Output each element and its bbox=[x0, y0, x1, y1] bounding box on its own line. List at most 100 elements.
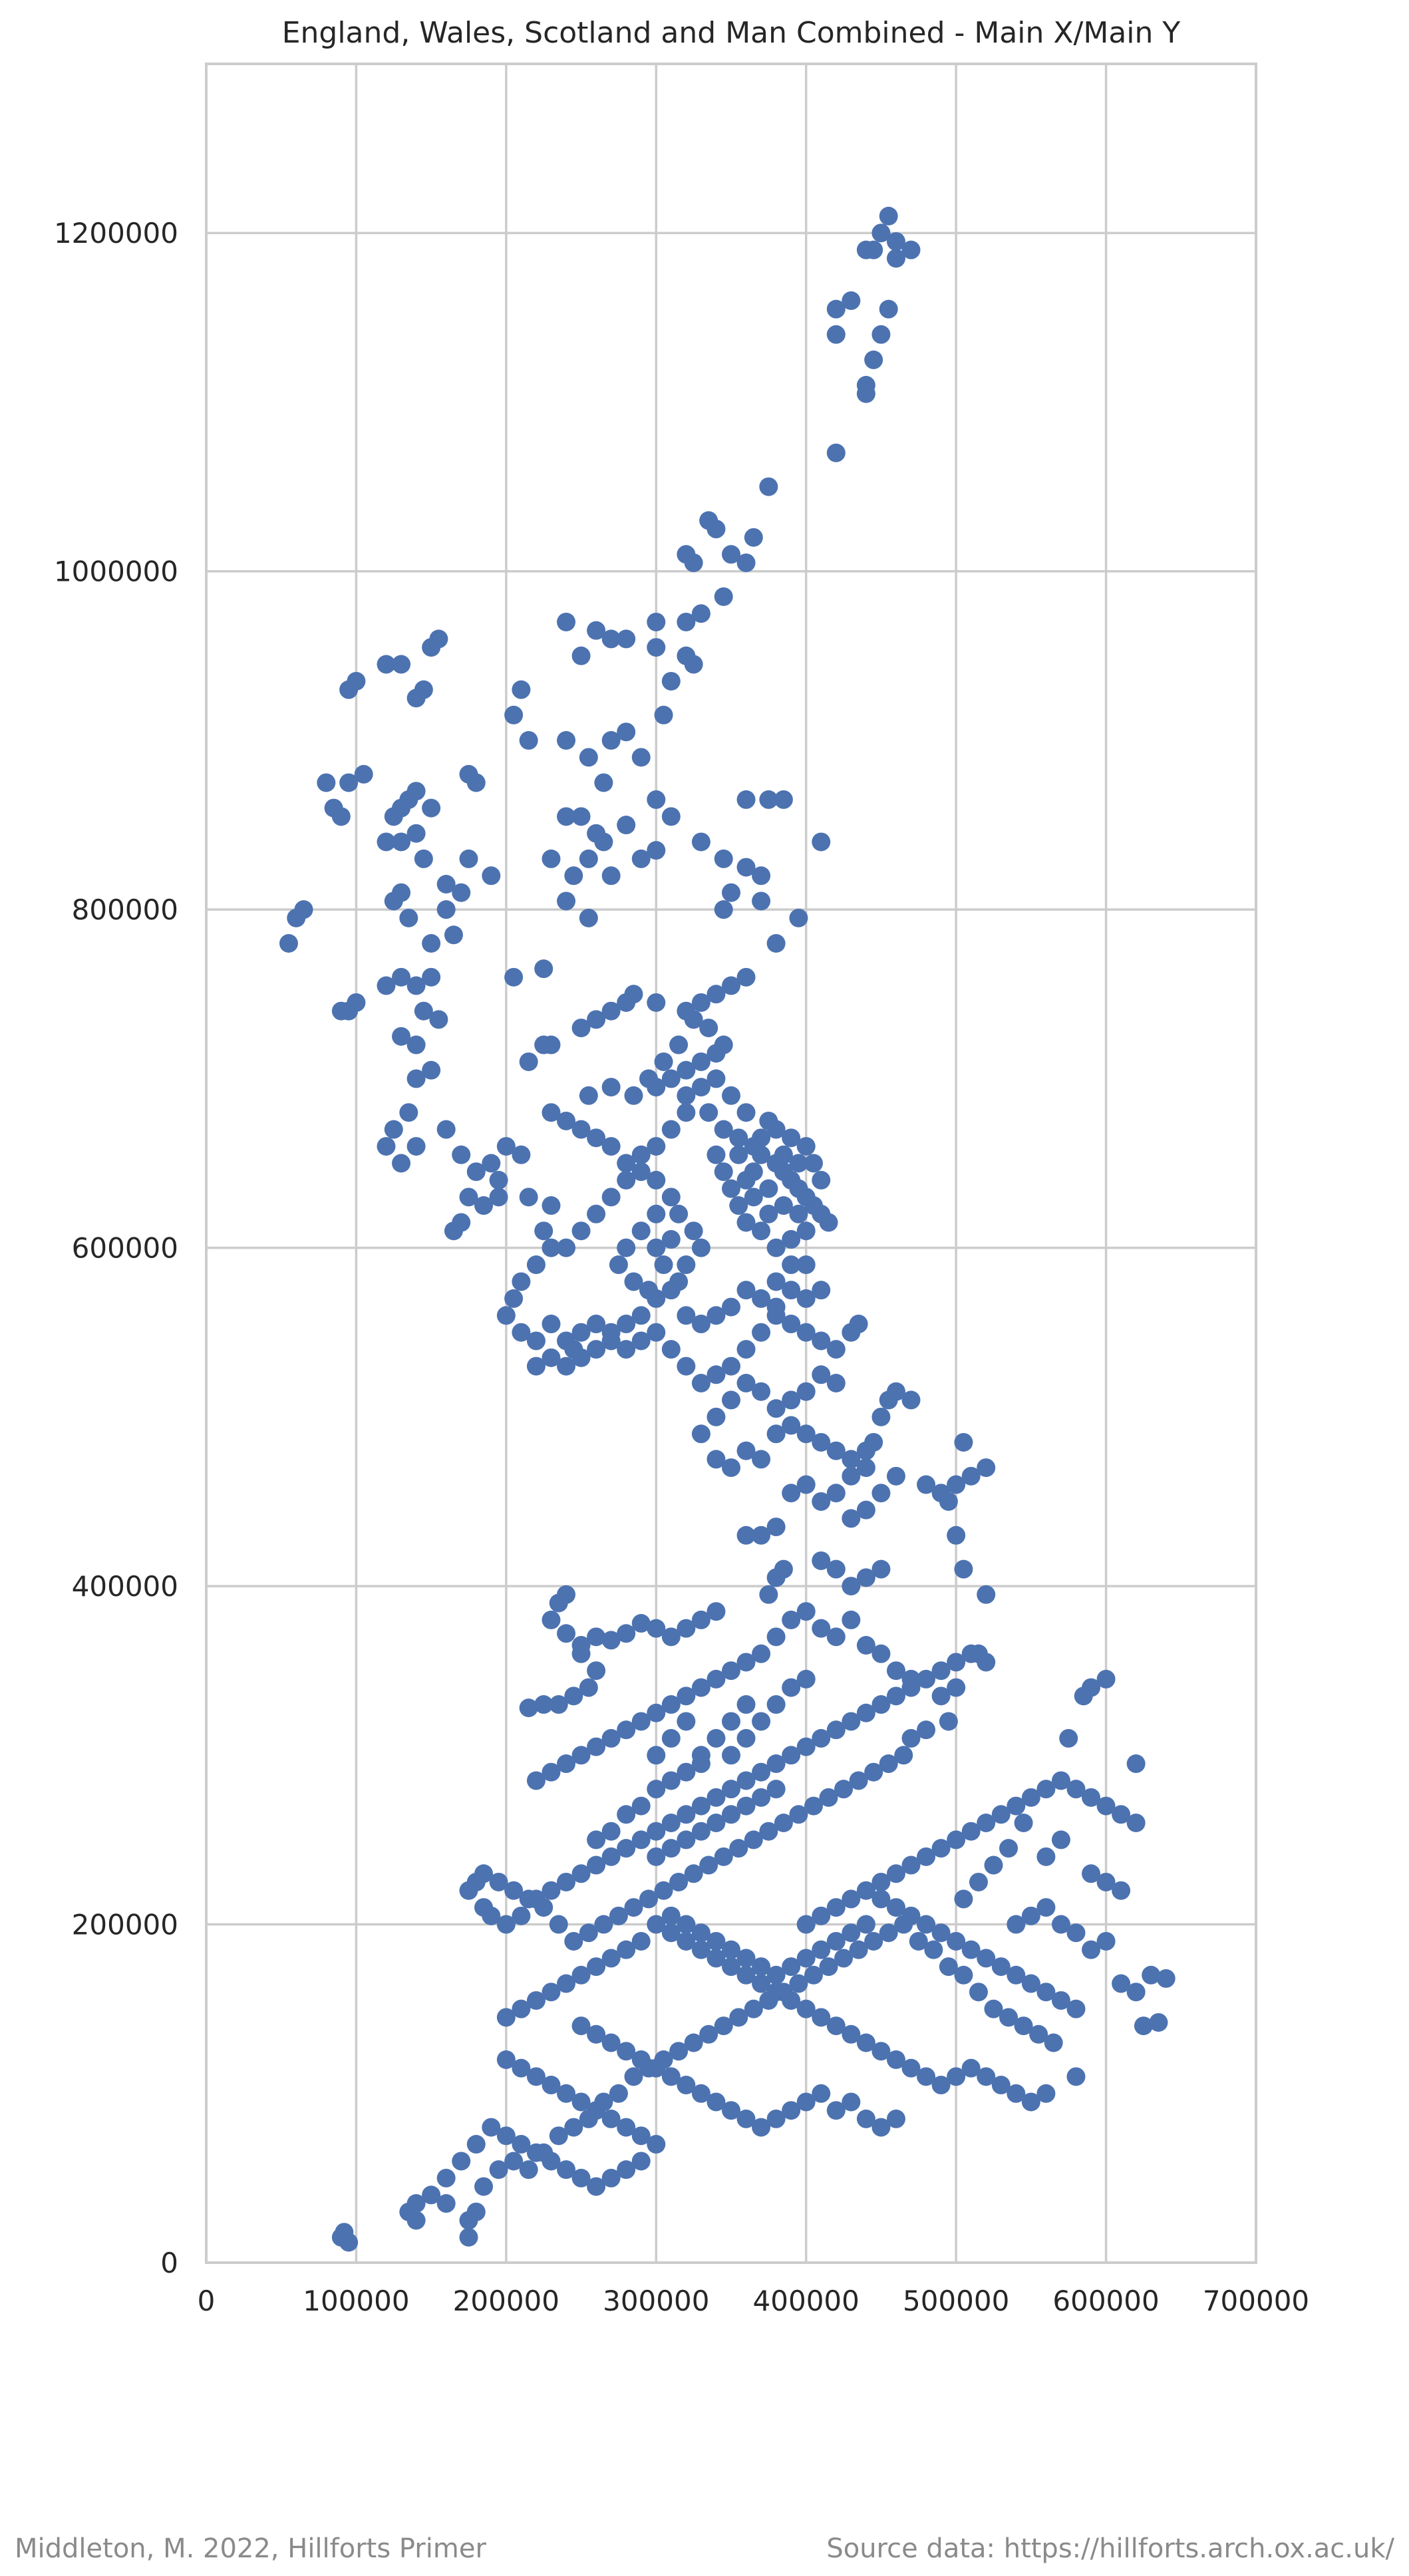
data-point bbox=[459, 1881, 478, 1900]
data-point bbox=[587, 2024, 606, 2044]
data-point bbox=[504, 967, 524, 987]
data-point bbox=[377, 655, 396, 674]
data-point bbox=[384, 891, 403, 911]
data-point bbox=[774, 790, 793, 809]
data-point bbox=[496, 1306, 516, 1325]
data-point bbox=[534, 959, 553, 979]
data-point bbox=[706, 2092, 726, 2112]
data-point bbox=[571, 1323, 591, 1342]
data-point bbox=[617, 1940, 636, 1959]
data-point bbox=[752, 1526, 771, 1545]
data-point bbox=[947, 2067, 966, 2086]
data-point bbox=[1112, 1974, 1131, 1993]
data-point bbox=[736, 1695, 756, 1714]
data-point bbox=[812, 2008, 831, 2027]
data-point bbox=[661, 1695, 681, 1714]
data-point bbox=[677, 1931, 696, 1951]
data-point bbox=[647, 1780, 666, 1799]
data-point bbox=[399, 1103, 418, 1122]
data-point bbox=[812, 1331, 831, 1351]
data-point bbox=[722, 1179, 740, 1198]
data-point bbox=[886, 1382, 905, 1401]
data-point bbox=[759, 1204, 778, 1223]
data-point bbox=[774, 1145, 793, 1164]
data-point bbox=[631, 1796, 651, 1816]
data-point bbox=[722, 1297, 740, 1317]
data-point bbox=[917, 1847, 936, 1866]
data-point bbox=[422, 2185, 441, 2205]
data-point bbox=[782, 1678, 801, 1697]
data-point bbox=[796, 1669, 816, 1689]
data-point bbox=[752, 1128, 771, 1148]
data-point bbox=[691, 1078, 710, 1097]
data-point bbox=[752, 1644, 771, 1663]
data-point bbox=[691, 1796, 710, 1816]
data-point bbox=[677, 545, 696, 564]
data-point bbox=[587, 1315, 606, 1334]
data-point bbox=[587, 1855, 606, 1875]
data-point bbox=[631, 1931, 651, 1951]
data-point bbox=[459, 1188, 478, 1207]
data-point bbox=[1007, 1965, 1026, 1985]
data-point bbox=[406, 1035, 426, 1054]
data-point bbox=[826, 1931, 846, 1951]
data-point bbox=[706, 1365, 726, 1384]
data-point bbox=[864, 1762, 883, 1782]
data-point bbox=[1066, 1923, 1086, 1943]
data-point bbox=[789, 1154, 808, 1173]
data-point bbox=[534, 1035, 553, 1054]
data-point bbox=[984, 1855, 1003, 1875]
data-point bbox=[752, 1289, 771, 1308]
data-point bbox=[886, 2050, 905, 2069]
gridlines bbox=[205, 64, 1257, 2264]
data-point bbox=[842, 1509, 861, 1528]
data-point bbox=[722, 2101, 740, 2120]
data-point bbox=[789, 908, 808, 927]
data-point bbox=[977, 1814, 996, 1832]
data-point bbox=[909, 1931, 928, 1951]
data-point bbox=[744, 528, 763, 547]
data-point bbox=[871, 1695, 891, 1714]
data-point bbox=[331, 807, 351, 826]
data-point bbox=[879, 1923, 898, 1943]
data-point bbox=[436, 1120, 456, 1139]
data-point bbox=[796, 1323, 816, 1342]
data-point bbox=[706, 1069, 726, 1088]
data-point bbox=[677, 1687, 696, 1706]
data-point bbox=[977, 1458, 996, 1478]
data-point bbox=[961, 2058, 981, 2078]
data-point bbox=[722, 1357, 740, 1376]
data-point bbox=[624, 1898, 643, 1917]
data-point bbox=[564, 866, 583, 886]
data-point bbox=[931, 1661, 951, 1681]
data-point bbox=[677, 1915, 696, 1934]
data-point bbox=[714, 1162, 733, 1182]
data-point bbox=[677, 1830, 696, 1850]
data-point bbox=[677, 612, 696, 631]
data-point bbox=[631, 748, 651, 767]
axes bbox=[205, 63, 1257, 2264]
data-point bbox=[647, 2135, 666, 2154]
data-point bbox=[736, 1281, 756, 1300]
data-point bbox=[392, 832, 411, 852]
data-point bbox=[782, 1281, 801, 1300]
data-point bbox=[706, 1728, 726, 1748]
data-point bbox=[714, 900, 733, 919]
data-point bbox=[856, 1703, 875, 1722]
data-point bbox=[752, 1957, 771, 1977]
data-point bbox=[939, 1492, 958, 1511]
y-axis-tick-labels: 0 200000 400000 600000 800000 1000000 1200000 bbox=[54, 217, 178, 2279]
data-point bbox=[706, 1306, 726, 1325]
data-point bbox=[647, 1137, 666, 1156]
data-point bbox=[647, 790, 666, 809]
data-point bbox=[834, 1780, 854, 1799]
data-point bbox=[452, 1145, 471, 1164]
data-point bbox=[871, 2118, 891, 2137]
data-point bbox=[812, 1281, 831, 1300]
data-point bbox=[571, 1864, 591, 1883]
data-point bbox=[856, 1500, 875, 1520]
data-point bbox=[647, 1915, 666, 1934]
data-point bbox=[601, 1822, 621, 1841]
data-point bbox=[931, 2076, 951, 2095]
